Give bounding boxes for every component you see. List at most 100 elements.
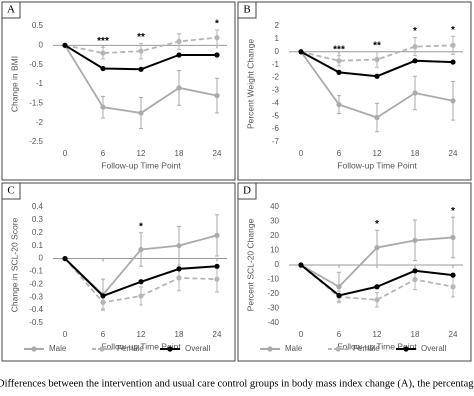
legend-marker: [99, 346, 105, 352]
data-point: [176, 243, 182, 249]
data-point: [298, 262, 304, 268]
y-tick-label: 0.1: [32, 241, 44, 250]
y-tick-label: -0.5: [29, 60, 43, 69]
data-point: [374, 245, 380, 251]
x-tick-label: 6: [337, 149, 342, 158]
y-tick-label: 0: [39, 40, 44, 49]
data-point: [374, 56, 380, 63]
legend-marker: [403, 346, 409, 352]
y-tick-label: 2: [275, 21, 280, 30]
panel-letter-box: [237, 182, 257, 200]
data-point: [336, 292, 342, 299]
panel-letter-box: [1, 1, 21, 19]
x-tick-label: 0: [299, 149, 304, 158]
x-axis-label: Follow-up Time Point: [101, 160, 181, 170]
y-tick-label: 0.4: [32, 202, 44, 211]
data-point: [412, 268, 418, 274]
y-tick-label: 0.3: [32, 215, 44, 224]
y-tick-label: -6: [272, 124, 280, 133]
y-tick-label: -7: [272, 137, 280, 146]
x-tick-label: 6: [101, 149, 106, 158]
data-point: [176, 275, 182, 281]
y-tick-label: 0: [275, 260, 280, 269]
data-point: [100, 50, 106, 56]
y-tick-label: -10: [267, 275, 279, 284]
x-tick-label: 0: [299, 330, 304, 339]
data-point: [138, 279, 144, 285]
data-point: [100, 104, 106, 110]
y-tick-label: 10: [270, 246, 279, 255]
legend-label: Overall: [421, 344, 447, 353]
x-tick-label: 24: [213, 330, 222, 339]
panel-letter: B: [243, 4, 250, 16]
data-point: [62, 255, 68, 262]
data-point: [450, 234, 456, 241]
y-axis-label: Percent SCL-20 Change: [245, 218, 255, 311]
data-point: [450, 284, 456, 290]
y-tick-label: -0.4: [29, 305, 43, 314]
x-tick-label: 0: [63, 149, 68, 158]
significance-marker: *: [215, 19, 219, 30]
y-tick-label: 0.2: [32, 228, 44, 237]
data-point: [412, 276, 418, 283]
data-point: [412, 237, 418, 243]
data-point: [100, 299, 106, 305]
x-tick-label: 18: [411, 149, 420, 158]
significance-marker: ***: [97, 36, 109, 47]
data-point: [214, 276, 220, 282]
data-point: [138, 48, 144, 54]
data-point: [138, 246, 144, 253]
legend-label: Female: [117, 344, 144, 353]
data-point: [100, 65, 106, 72]
series-line: [300, 44, 454, 62]
data-point: [214, 93, 220, 99]
legend-label: Male: [49, 344, 67, 353]
panel-letter: D: [243, 185, 251, 197]
data-point: [412, 58, 418, 64]
data-point: [176, 266, 182, 272]
significance-marker: *: [375, 219, 379, 230]
data-point: [138, 293, 144, 299]
y-tick-label: -5: [272, 111, 280, 120]
x-tick-label: 18: [411, 330, 420, 339]
data-point: [450, 42, 456, 48]
data-point: [336, 69, 342, 75]
y-axis-label: Change in SCL-20 Score: [9, 217, 19, 312]
significance-marker: *: [139, 221, 143, 232]
panel-frame: [1, 182, 236, 362]
y-tick-label: -2: [272, 73, 280, 82]
y-tick-label: 0.5: [32, 21, 44, 30]
data-point: [412, 44, 418, 50]
caption: Differences between the intervention and…: [0, 378, 474, 389]
data-point: [374, 114, 380, 121]
data-point: [412, 90, 418, 96]
panel-frame: [237, 1, 472, 181]
data-point: [336, 102, 342, 108]
panel-frame: [237, 182, 472, 362]
data-point: [214, 263, 220, 269]
y-tick-label: -1.5: [29, 98, 43, 107]
y-axis-label: Change in BMI: [9, 56, 19, 112]
data-point: [298, 49, 304, 55]
panel-letter: A: [7, 4, 15, 16]
legend-marker: [31, 346, 37, 352]
legend-marker: [167, 346, 173, 352]
data-point: [214, 52, 220, 58]
x-tick-label: 24: [449, 330, 458, 339]
x-tick-label: 6: [101, 330, 106, 339]
y-tick-label: 0: [275, 47, 280, 56]
panel-letter: C: [7, 185, 14, 197]
x-tick-label: 12: [137, 330, 146, 339]
data-point: [336, 58, 342, 64]
legend-label: Overall: [185, 344, 211, 353]
y-tick-label: -30: [267, 304, 279, 313]
data-point: [450, 59, 456, 65]
panel-letter-box: [237, 1, 257, 19]
x-tick-label: 24: [213, 149, 222, 158]
significance-marker: *: [451, 206, 455, 217]
significance-marker: *: [451, 25, 455, 36]
data-point: [374, 284, 380, 290]
x-tick-label: 18: [175, 330, 184, 339]
